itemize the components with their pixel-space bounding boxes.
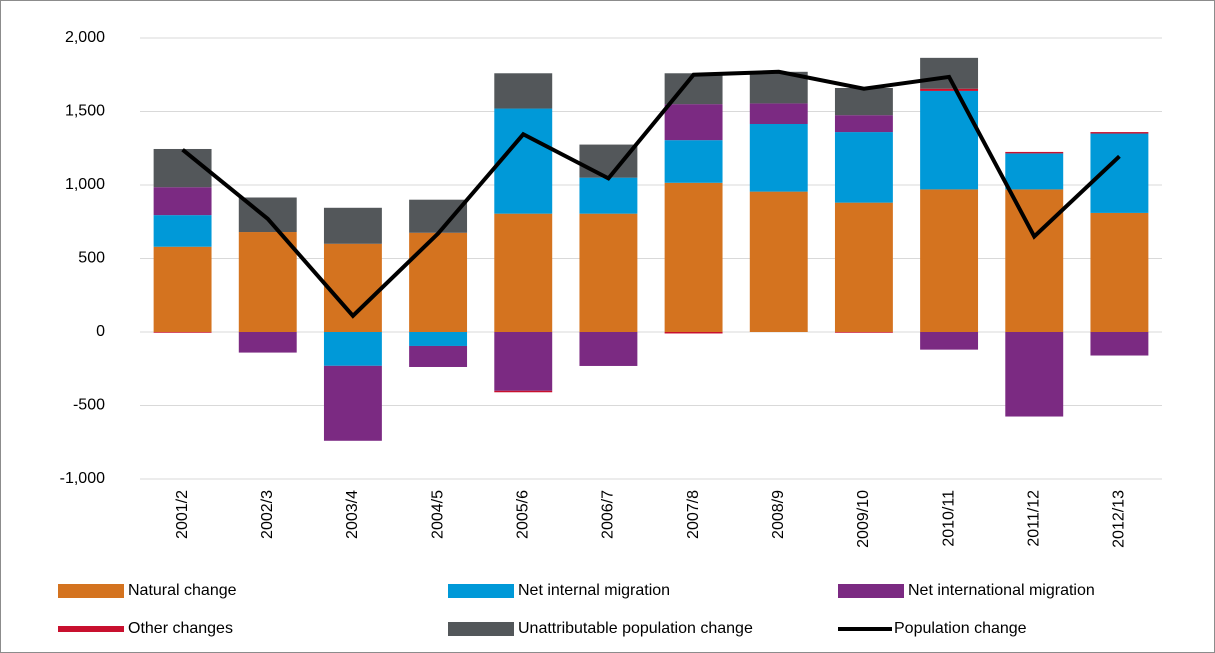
- x-tick-label: 2010/11: [940, 490, 957, 547]
- bar-segment: [664, 182, 723, 332]
- bar-segment: [1090, 132, 1149, 134]
- bar-segment: [153, 187, 212, 216]
- legend-swatch: [58, 626, 124, 632]
- bar-segment: [664, 140, 723, 183]
- x-tick-label: 2003/4: [344, 490, 361, 539]
- bar-segment: [579, 332, 638, 366]
- bar-segment: [579, 144, 638, 178]
- legend-label: Net internal migration: [518, 582, 670, 599]
- bar-segment: [834, 132, 893, 203]
- bar-segment: [920, 57, 979, 89]
- x-tick-label: 2009/10: [855, 490, 872, 548]
- y-tick-label: 1,000: [65, 176, 105, 193]
- bar-segment: [834, 202, 893, 332]
- bar-segment: [579, 213, 638, 332]
- bar-segment: [1005, 153, 1064, 190]
- bar-segment: [920, 189, 979, 332]
- legend-label: Population change: [894, 620, 1027, 637]
- bar-segment: [1005, 332, 1064, 417]
- bar-segment: [409, 345, 468, 367]
- bar-segment: [749, 103, 808, 124]
- bar-segment: [834, 87, 893, 116]
- legend-label: Unattributable population change: [518, 620, 753, 637]
- y-tick-label: 2,000: [65, 29, 105, 46]
- x-tick-label: 2006/7: [600, 490, 617, 539]
- bar-segment: [323, 207, 382, 244]
- bar-segment: [494, 213, 553, 332]
- bar-segment: [153, 215, 212, 247]
- bar-segment: [1005, 151, 1064, 154]
- bar-segment: [409, 199, 468, 233]
- legend-swatch: [448, 584, 514, 598]
- y-tick-label: -1,000: [60, 470, 105, 487]
- legend-label: Net international migration: [908, 582, 1095, 599]
- x-tick-label: 2002/3: [259, 490, 276, 539]
- bar-segment: [834, 332, 893, 333]
- bar-segment: [323, 243, 382, 332]
- y-tick-label: 1,500: [65, 103, 105, 120]
- bar-segment: [238, 232, 297, 332]
- bar-segment: [153, 148, 212, 188]
- bar-segment: [579, 177, 638, 214]
- x-tick-label: 2004/5: [429, 490, 446, 539]
- legend-swatch: [838, 584, 904, 598]
- x-tick-label: 2011/12: [1025, 490, 1042, 547]
- bar-segment: [920, 88, 979, 91]
- bar-segment: [834, 115, 893, 133]
- y-tick-label: -500: [73, 397, 105, 414]
- bar-segment: [749, 191, 808, 332]
- bar-segment: [153, 246, 212, 332]
- bar-segment: [494, 390, 553, 393]
- line: [181, 69, 1121, 319]
- legend-swatch: [448, 622, 514, 636]
- x-tick-label: 2008/9: [770, 490, 787, 539]
- x-tick-label: 2001/2: [174, 490, 191, 539]
- bar-segment: [1090, 212, 1149, 332]
- x-tick-label: 2012/13: [1111, 490, 1128, 548]
- legend-swatch: [58, 584, 124, 598]
- bar-segment: [749, 123, 808, 192]
- bar-segment: [153, 332, 212, 333]
- y-tick-label: 0: [96, 323, 105, 340]
- x-tick-label: 2007/8: [685, 490, 702, 539]
- bar-segment: [323, 332, 382, 366]
- bar-segment: [494, 332, 553, 391]
- bar-segment: [1005, 189, 1064, 332]
- bar-segment: [238, 332, 297, 353]
- bar-segment: [494, 108, 553, 214]
- bar-segment: [920, 332, 979, 350]
- bar-segment: [409, 332, 468, 346]
- bar-segment: [323, 365, 382, 441]
- bar-segment: [409, 232, 468, 332]
- y-tick-label: 500: [78, 250, 105, 267]
- legend-label: Other changes: [128, 620, 233, 637]
- legend-label: Natural change: [128, 582, 237, 599]
- bar-segment: [494, 73, 553, 109]
- bar-segment: [920, 90, 979, 190]
- x-tick-label: 2005/6: [514, 490, 531, 539]
- bar-segment: [664, 332, 723, 334]
- bar-segment: [1090, 332, 1149, 356]
- bar-segment: [664, 104, 723, 141]
